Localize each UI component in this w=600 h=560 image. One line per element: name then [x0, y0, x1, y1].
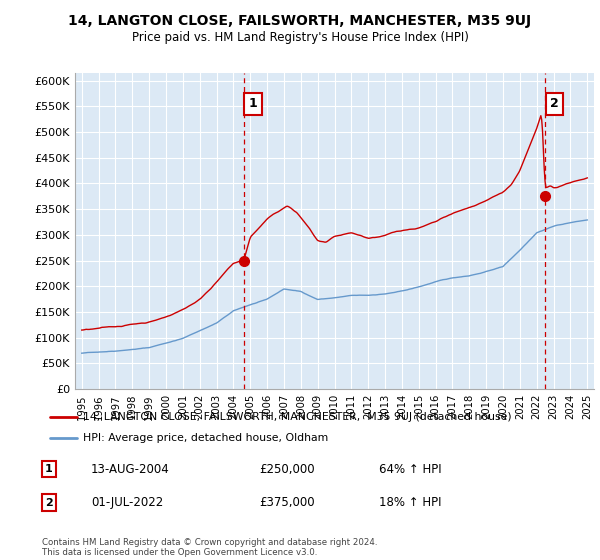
Text: 2: 2	[550, 97, 559, 110]
Text: 1: 1	[44, 464, 52, 474]
Text: 13-AUG-2004: 13-AUG-2004	[91, 463, 170, 475]
Text: £375,000: £375,000	[259, 496, 315, 509]
Text: 1: 1	[249, 97, 257, 110]
Text: Price paid vs. HM Land Registry's House Price Index (HPI): Price paid vs. HM Land Registry's House …	[131, 31, 469, 44]
Text: 18% ↑ HPI: 18% ↑ HPI	[379, 496, 441, 509]
Text: HPI: Average price, detached house, Oldham: HPI: Average price, detached house, Oldh…	[83, 433, 328, 444]
Text: 14, LANGTON CLOSE, FAILSWORTH, MANCHESTER, M35 9UJ: 14, LANGTON CLOSE, FAILSWORTH, MANCHESTE…	[68, 14, 532, 28]
Text: £250,000: £250,000	[259, 463, 315, 475]
Text: 2: 2	[44, 497, 52, 507]
Text: 14, LANGTON CLOSE, FAILSWORTH, MANCHESTER,  M35 9UJ (detached house): 14, LANGTON CLOSE, FAILSWORTH, MANCHESTE…	[83, 412, 511, 422]
Text: Contains HM Land Registry data © Crown copyright and database right 2024.
This d: Contains HM Land Registry data © Crown c…	[42, 538, 377, 557]
Text: 01-JUL-2022: 01-JUL-2022	[91, 496, 163, 509]
Text: 64% ↑ HPI: 64% ↑ HPI	[379, 463, 441, 475]
